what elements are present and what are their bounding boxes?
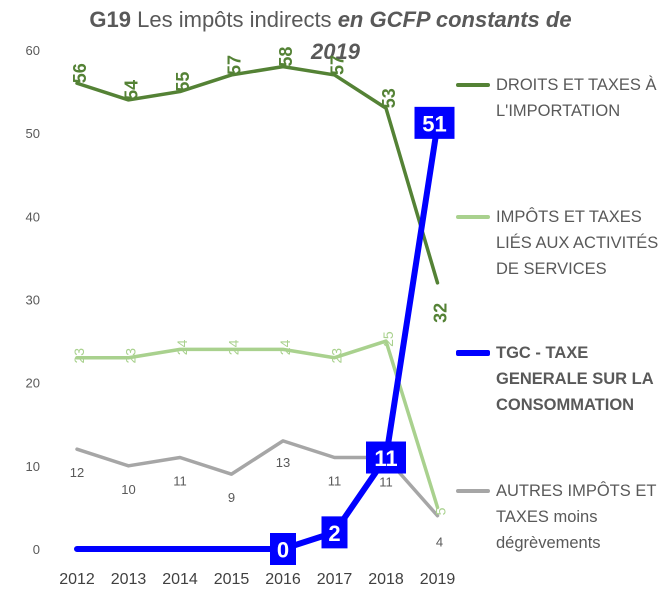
data-label-droits: 57 — [328, 55, 348, 75]
data-label-services: 24 — [226, 339, 242, 355]
x-tick-label: 2018 — [368, 571, 404, 588]
legend-swatch — [456, 83, 490, 87]
data-label-droits: 55 — [173, 72, 193, 92]
data-label-box-tgc — [270, 533, 296, 565]
y-tick-label: 30 — [26, 293, 40, 308]
legend-label: DROITS ET TAXES À L'IMPORTATION — [496, 72, 661, 124]
data-label-tgc: 51 — [422, 111, 446, 136]
y-tick-label: 60 — [26, 43, 40, 58]
legend-label: AUTRES IMPÔTS ET TAXES moins dégrèvement… — [496, 478, 661, 556]
data-label-services: 23 — [71, 348, 87, 364]
legend-label-line: GENERALE SUR LA — [496, 370, 654, 388]
data-label-droits: 53 — [379, 88, 399, 108]
data-label-services: 24 — [174, 339, 190, 355]
y-tick-label: 40 — [26, 209, 40, 224]
legend-label-line: LIÉS AUX ACTIVITÉS — [496, 234, 659, 252]
y-tick-label: 20 — [26, 376, 40, 391]
data-label-droits: 32 — [431, 303, 451, 323]
series-line — [75, 339, 440, 510]
legend-swatch — [456, 350, 490, 356]
legend-label-line: CONSOMMATION — [496, 396, 635, 414]
x-tick-label: 2015 — [214, 571, 250, 588]
data-label-droits: 54 — [122, 80, 142, 100]
data-label-tgc: 11 — [374, 446, 397, 471]
data-label-autres: 10 — [121, 482, 135, 497]
y-tick-label: 10 — [26, 459, 40, 474]
legend-label: IMPÔTS ET TAXES LIÉS AUX ACTIVITÉS DE SE… — [496, 204, 661, 282]
legend-swatch — [456, 489, 490, 493]
chart-title: G19 Les impôts indirects en GCFP constan… — [0, 4, 661, 68]
data-label-box-tgc — [321, 516, 348, 549]
y-tick-label: 50 — [26, 126, 40, 141]
series-line — [75, 64, 440, 285]
data-label-services: 5 — [433, 507, 449, 515]
legend-label-line: TGC - TAXE — [496, 344, 589, 362]
legend-label-line: DROITS ET TAXES À — [496, 76, 657, 94]
legend-label-line: DE SERVICES — [496, 260, 607, 278]
data-label-services: 23 — [329, 348, 345, 364]
data-label-droits: 56 — [70, 63, 90, 83]
data-label-droits: 57 — [225, 55, 245, 75]
x-tick-label: 2019 — [420, 571, 456, 588]
y-tick-label: 0 — [33, 542, 40, 557]
chart-title-emphasis-year: 2019 — [311, 39, 360, 64]
data-label-box-tgc — [414, 106, 455, 139]
legend-label-line: TAXES moins — [496, 508, 598, 526]
x-tick-label: 2017 — [317, 571, 353, 588]
data-label-autres: 4 — [436, 535, 443, 550]
legend-label-line: L'IMPORTATION — [496, 102, 621, 120]
x-tick-label: 2016 — [265, 571, 301, 588]
data-label-services: 23 — [123, 348, 139, 364]
legend-label-line: IMPÔTS ET TAXES — [496, 208, 642, 226]
chart-title-prefix: G19 — [89, 7, 132, 32]
legend-label-line: AUTRES IMPÔTS ET — [496, 482, 657, 500]
data-label-autres: 9 — [228, 490, 235, 505]
legend-label: TGC - TAXE GENERALE SUR LA CONSOMMATION — [496, 340, 661, 418]
chart-title-main: Les impôts indirects — [137, 7, 332, 32]
x-tick-label: 2014 — [162, 571, 198, 588]
data-label-autres: 11 — [379, 475, 393, 490]
data-label-autres: 13 — [276, 455, 290, 470]
x-tick-label: 2012 — [59, 571, 95, 588]
data-label-autres: 11 — [328, 474, 342, 489]
data-label-services: 24 — [277, 339, 293, 355]
data-label-autres: 11 — [173, 474, 187, 489]
legend-swatch — [456, 215, 490, 219]
x-tick-label: 2013 — [111, 571, 147, 588]
data-label-tgc: 2 — [328, 521, 340, 546]
data-label-tgc: 0 — [277, 538, 289, 563]
data-label-services: 25 — [380, 331, 396, 347]
legend-label-line: dégrèvements — [496, 534, 601, 552]
data-label-box-tgc — [366, 441, 406, 474]
data-label-autres: 12 — [70, 465, 84, 480]
data-label-droits: 58 — [276, 47, 296, 67]
chart-title-emphasis: en GCFP constants de — [337, 7, 572, 32]
